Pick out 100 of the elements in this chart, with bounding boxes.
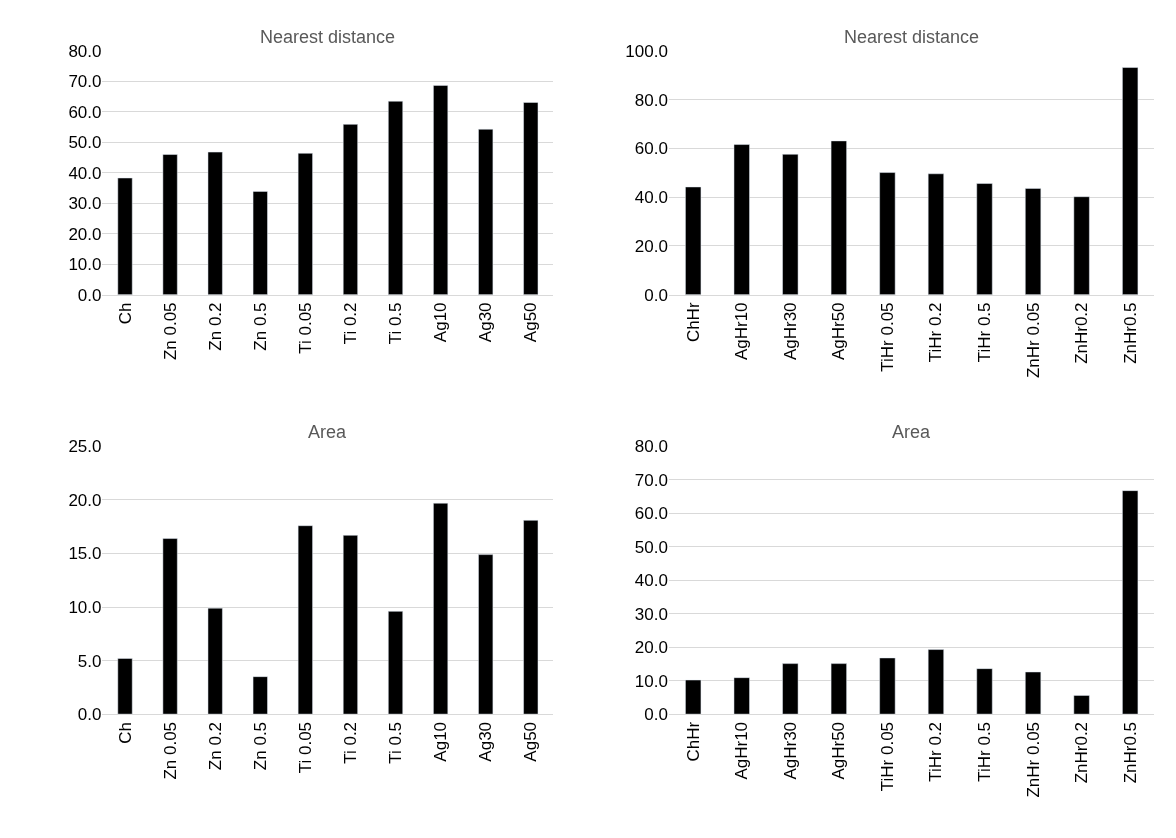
bar bbox=[162, 538, 178, 715]
x-tick-label: Ag30 bbox=[476, 302, 496, 343]
x-tick-label: Zn 0.2 bbox=[205, 721, 225, 771]
x-tick-label: TiHr 0.2 bbox=[926, 721, 946, 782]
bar bbox=[733, 144, 750, 295]
bar bbox=[117, 658, 133, 715]
x-tick-label: AgHr50 bbox=[829, 721, 849, 780]
bar bbox=[782, 154, 799, 295]
chart-title: Area bbox=[892, 422, 932, 442]
y-tick-label: 20.0 bbox=[634, 236, 668, 256]
x-tick-label: ChHr bbox=[683, 721, 703, 762]
bar bbox=[733, 677, 750, 715]
x-tick-label: ZnHr0.5 bbox=[1120, 302, 1140, 364]
y-tick-label: 5.0 bbox=[77, 651, 102, 671]
bar bbox=[523, 520, 539, 715]
bar bbox=[342, 124, 358, 295]
bar bbox=[976, 183, 993, 295]
chart-title: Nearest distance bbox=[260, 27, 396, 47]
y-tick-label: 40.0 bbox=[68, 163, 102, 183]
y-tick-label: 20.0 bbox=[68, 224, 102, 244]
y-tick-label: 25.0 bbox=[68, 437, 102, 457]
y-tick-label: 60.0 bbox=[68, 102, 102, 122]
y-tick-label: 20.0 bbox=[634, 638, 668, 658]
bar bbox=[830, 663, 847, 715]
x-tick-label: Ti 0.5 bbox=[386, 721, 406, 764]
x-tick-label: TiHr 0.2 bbox=[926, 302, 946, 363]
x-tick-label: Ch bbox=[115, 721, 135, 744]
bar bbox=[252, 676, 268, 715]
bar bbox=[433, 85, 449, 295]
x-tick-label: AgHr30 bbox=[780, 302, 800, 361]
bar bbox=[297, 153, 313, 295]
y-tick-label: 60.0 bbox=[634, 139, 668, 159]
y-tick-label: 80.0 bbox=[68, 41, 102, 61]
bar bbox=[685, 679, 702, 715]
bar bbox=[879, 172, 896, 295]
y-tick-label: 30.0 bbox=[634, 604, 668, 624]
x-tick-label: Zn 0.05 bbox=[160, 721, 180, 780]
bar bbox=[342, 535, 358, 715]
bar bbox=[1025, 188, 1042, 295]
x-tick-label: ZnHr0.5 bbox=[1120, 721, 1140, 784]
x-tick-label: AgHr10 bbox=[732, 721, 752, 780]
x-tick-label: ZnHr0.2 bbox=[1072, 302, 1092, 364]
y-tick-label: 50.0 bbox=[68, 133, 102, 153]
x-tick-label: TiHr 0.05 bbox=[877, 302, 897, 372]
y-tick-label: 50.0 bbox=[634, 537, 668, 557]
y-tick-label: 10.0 bbox=[68, 598, 102, 618]
bar bbox=[976, 668, 993, 715]
bar bbox=[117, 177, 133, 295]
y-tick-label: 20.0 bbox=[68, 490, 102, 510]
bar bbox=[523, 102, 539, 295]
y-tick-label: 80.0 bbox=[634, 437, 668, 457]
bar bbox=[207, 151, 223, 295]
y-tick-label: 30.0 bbox=[68, 194, 102, 214]
y-tick-label: 40.0 bbox=[634, 571, 668, 591]
y-tick-label: 10.0 bbox=[68, 255, 102, 275]
x-tick-label: TiHr 0.5 bbox=[975, 721, 995, 782]
x-tick-label: Zn 0.05 bbox=[160, 302, 180, 361]
x-tick-label: AgHr50 bbox=[829, 302, 849, 361]
bar bbox=[1025, 671, 1042, 715]
x-tick-label: Ag50 bbox=[521, 721, 541, 762]
x-tick-label: Ti 0.05 bbox=[295, 302, 315, 354]
bar bbox=[207, 607, 223, 715]
y-tick-label: 15.0 bbox=[68, 544, 102, 564]
bar bbox=[1122, 490, 1139, 715]
bar bbox=[478, 554, 494, 715]
chart-title: Nearest distance bbox=[844, 27, 980, 47]
x-tick-label: TiHr 0.05 bbox=[877, 721, 897, 792]
bar bbox=[1073, 695, 1090, 715]
bar bbox=[685, 186, 702, 295]
x-tick-label: Ag30 bbox=[476, 721, 496, 762]
y-tick-label: 80.0 bbox=[634, 90, 668, 110]
x-tick-label: ChHr bbox=[683, 302, 703, 343]
x-tick-label: Zn 0.5 bbox=[250, 721, 270, 771]
x-tick-label: AgHr10 bbox=[732, 302, 752, 361]
y-tick-label: 0.0 bbox=[644, 705, 668, 725]
bar bbox=[162, 154, 178, 295]
y-tick-label: 40.0 bbox=[634, 188, 668, 208]
bar bbox=[388, 100, 403, 295]
x-tick-label: Ag50 bbox=[521, 302, 541, 343]
x-tick-label: TiHr 0.5 bbox=[975, 302, 995, 363]
bar bbox=[252, 191, 268, 295]
x-tick-label: ZnHr0.2 bbox=[1072, 721, 1092, 784]
y-tick-label: 60.0 bbox=[634, 504, 668, 524]
bar bbox=[297, 525, 313, 715]
bar bbox=[1122, 67, 1139, 295]
x-tick-label: AgHr30 bbox=[780, 721, 800, 780]
bar bbox=[1073, 196, 1090, 295]
x-tick-label: Zn 0.2 bbox=[205, 302, 225, 351]
x-tick-label: Zn 0.5 bbox=[250, 302, 270, 351]
x-tick-label: Ag10 bbox=[431, 302, 451, 343]
bar bbox=[782, 663, 799, 715]
bar bbox=[478, 129, 494, 295]
bar bbox=[927, 173, 944, 295]
y-tick-label: 70.0 bbox=[68, 72, 102, 92]
bar bbox=[388, 611, 403, 715]
x-tick-label: Ti 0.2 bbox=[340, 721, 360, 764]
bar bbox=[433, 502, 449, 715]
x-tick-label: Ti 0.05 bbox=[295, 721, 315, 774]
y-tick-label: 0.0 bbox=[77, 705, 102, 725]
x-tick-label: Ch bbox=[115, 302, 135, 325]
